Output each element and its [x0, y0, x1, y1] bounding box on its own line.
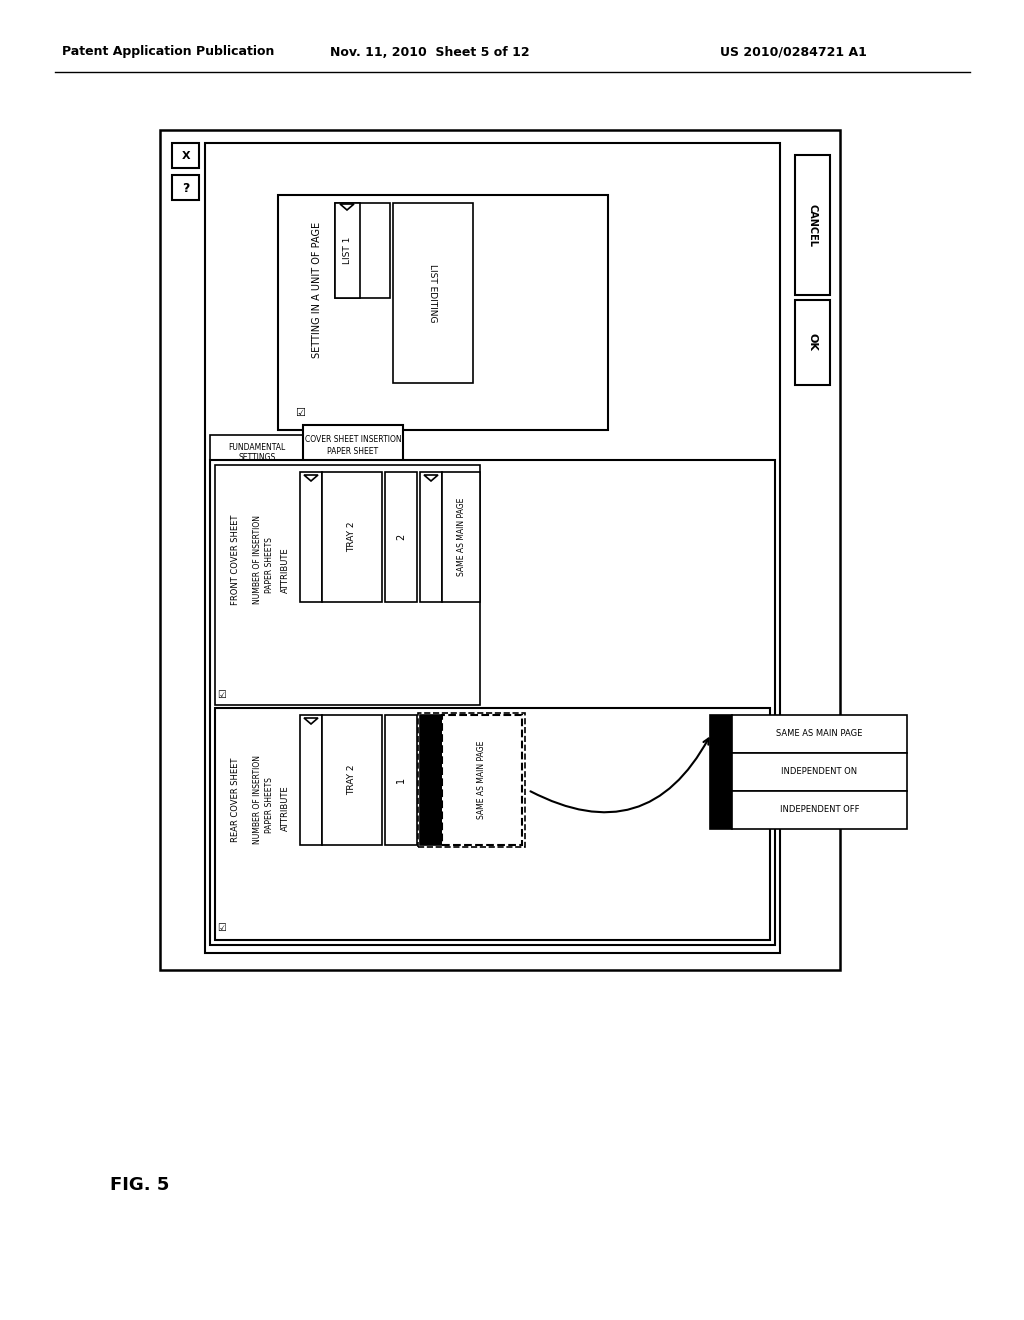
Bar	[732, 715, 907, 752]
Bar	[215, 708, 770, 940]
Bar	[172, 176, 199, 201]
Bar	[795, 154, 830, 294]
Bar	[795, 300, 830, 385]
Bar	[215, 465, 480, 705]
Text: 1: 1	[396, 777, 406, 783]
Bar	[205, 143, 780, 953]
Text: LIST 1: LIST 1	[342, 236, 351, 264]
Text: PAPER SHEETS: PAPER SHEETS	[265, 537, 274, 593]
Text: ?: ?	[182, 181, 189, 194]
Bar	[172, 143, 199, 168]
Polygon shape	[424, 475, 438, 480]
Text: SAME AS MAIN PAGE: SAME AS MAIN PAGE	[457, 498, 466, 577]
Bar	[393, 203, 473, 383]
Text: COVER SHEET INSERTION: COVER SHEET INSERTION	[305, 436, 401, 445]
Bar	[710, 715, 732, 829]
Text: OK: OK	[807, 333, 817, 351]
Text: NUMBER OF INSERTION: NUMBER OF INSERTION	[254, 755, 262, 845]
Bar	[160, 129, 840, 970]
Bar	[732, 791, 907, 829]
Text: SAME AS MAIN PAGE: SAME AS MAIN PAGE	[776, 730, 862, 738]
Text: 2: 2	[396, 533, 406, 540]
Bar	[442, 473, 480, 602]
Text: SETTINGS: SETTINGS	[239, 454, 275, 462]
Bar	[303, 425, 403, 469]
Text: LIST EDITING: LIST EDITING	[428, 264, 437, 322]
Bar	[732, 752, 907, 791]
Polygon shape	[717, 726, 725, 742]
Text: PAPER SHEETS: PAPER SHEETS	[265, 777, 274, 833]
Bar	[278, 195, 608, 430]
Text: US 2010/0284721 A1: US 2010/0284721 A1	[720, 45, 867, 58]
Text: FUNDAMENTAL: FUNDAMENTAL	[228, 442, 286, 451]
Bar	[335, 203, 390, 298]
Text: X: X	[181, 150, 190, 161]
Bar	[210, 459, 775, 945]
Text: TRAY 2: TRAY 2	[347, 521, 356, 552]
Polygon shape	[340, 205, 354, 210]
Text: Patent Application Publication: Patent Application Publication	[62, 45, 274, 58]
Polygon shape	[304, 475, 318, 480]
Text: PAPER SHEET: PAPER SHEET	[328, 447, 379, 457]
Text: SAME AS MAIN PAGE: SAME AS MAIN PAGE	[477, 741, 486, 820]
Text: NUMBER OF INSERTION: NUMBER OF INSERTION	[254, 516, 262, 605]
Text: SETTING IN A UNIT OF PAGE: SETTING IN A UNIT OF PAGE	[312, 222, 322, 358]
Bar	[385, 715, 417, 845]
Bar	[335, 203, 360, 298]
Bar	[322, 715, 382, 845]
Bar	[420, 715, 442, 845]
Text: INDEPENDENT ON: INDEPENDENT ON	[781, 767, 857, 776]
Bar	[385, 473, 417, 602]
Bar	[418, 713, 525, 847]
Bar	[322, 473, 382, 602]
Text: FRONT COVER SHEET: FRONT COVER SHEET	[230, 515, 240, 605]
Bar	[300, 715, 322, 845]
Text: REAR COVER SHEET: REAR COVER SHEET	[230, 758, 240, 842]
Text: ATTRIBUTE: ATTRIBUTE	[281, 548, 290, 593]
Text: ☑: ☑	[218, 690, 226, 700]
Text: ☑: ☑	[295, 408, 305, 418]
Bar	[300, 473, 322, 602]
Polygon shape	[304, 718, 318, 723]
Text: ATTRIBUTE: ATTRIBUTE	[281, 785, 290, 830]
Text: INDEPENDENT OFF: INDEPENDENT OFF	[779, 805, 859, 814]
Text: TRAY 2: TRAY 2	[347, 764, 356, 795]
Text: ☑: ☑	[218, 923, 226, 933]
Bar	[442, 715, 522, 845]
Bar	[420, 473, 442, 602]
Text: CANCEL: CANCEL	[807, 203, 817, 247]
Polygon shape	[427, 772, 435, 788]
Bar	[210, 436, 305, 469]
Text: FIG. 5: FIG. 5	[110, 1176, 169, 1195]
Text: Nov. 11, 2010  Sheet 5 of 12: Nov. 11, 2010 Sheet 5 of 12	[330, 45, 529, 58]
